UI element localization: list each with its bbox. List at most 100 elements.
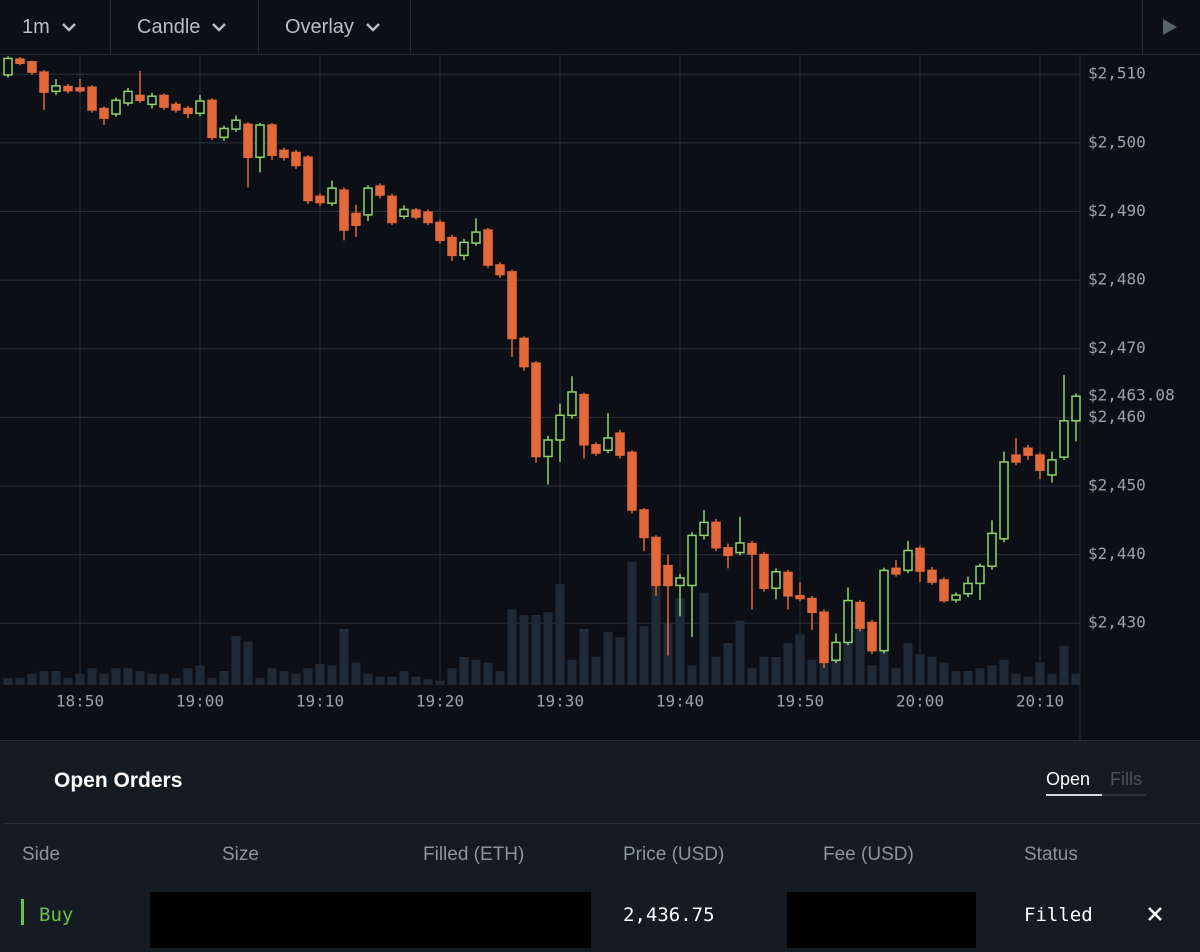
volume-bar [255,678,265,685]
candle-body [759,553,769,589]
volume-bar [711,657,721,685]
candle-body [315,195,325,204]
candle-body [747,542,757,555]
y-tick-label: $2,430 [1088,613,1146,632]
candle-body [51,85,61,93]
candle-body [279,149,289,159]
tab-fills[interactable]: Fills [1102,769,1146,796]
candle-body [339,189,349,231]
volume-bar [531,615,541,685]
candle-body [639,509,649,539]
volume-bar [579,629,589,685]
volume-bar [915,654,925,685]
volume-bar [927,657,937,685]
volume-bar [1071,673,1081,685]
chart: $2,430 $2,440 $2,450 $2,460 $2,470 $2,480 $2,4… [0,55,1200,740]
candle-body [435,221,445,242]
volume-bar [891,668,901,685]
volume-bar [243,641,253,685]
volume-bar [111,668,121,685]
overlay-dropdown[interactable]: Overlay [258,0,411,54]
volume-bar [471,659,481,685]
volume-bar [1011,673,1021,685]
panel-title: Open Orders [54,769,183,792]
candle-body [843,599,853,644]
candle-body [99,107,109,119]
order-price: 2,436.75 [623,904,715,926]
volume-bar [483,662,493,685]
candle-body [147,95,157,106]
candle-body [231,119,241,130]
play-button[interactable] [1142,0,1200,54]
candle-body [171,103,181,111]
volume-bar [411,676,421,685]
volume-bar [951,671,961,685]
candle-body [1071,395,1081,422]
volume-bar [747,668,757,685]
candle-body [423,211,433,224]
volume-bar [519,615,529,685]
candle-body [411,209,421,218]
candle-body [855,601,865,629]
volume-bar [15,678,25,685]
volume-bar [51,671,61,685]
volume-bar [735,620,745,685]
volume-bar [75,673,85,685]
candle-body [63,85,73,92]
candle-body [615,432,625,456]
volume-bar [27,673,37,685]
candle-body [399,208,409,218]
column-header: Price (USD) [623,844,725,865]
volume-bar [447,668,457,685]
last-price-bg [1084,384,1200,409]
candle-body [555,414,565,441]
volume-bar [327,665,337,685]
y-tick-label: $2,470 [1088,338,1146,357]
column-header: Size [222,844,259,865]
chevron [61,23,76,32]
volume-bar [831,648,841,685]
candle-body [939,579,949,602]
candle-body [243,123,253,159]
y-tick-label: $2,480 [1088,270,1146,289]
candle-body [387,195,397,224]
candle-body [495,264,505,276]
column-header: Fee (USD) [823,844,914,865]
x-tick-label: 20:10 [1016,692,1064,711]
label: Candle [137,15,201,38]
candle-body [567,391,577,417]
volume-bar [963,671,973,685]
toolbar: 1m Candle Overlay [0,0,1200,55]
candle-body [363,187,373,216]
volume-bar [507,609,517,685]
candle-body [807,597,817,614]
candle-body [303,156,313,202]
candle-body [207,99,217,139]
cancel-icon[interactable] [1147,906,1163,922]
chart-type-dropdown[interactable]: Candle [110,0,259,54]
tab-open[interactable]: Open [1046,769,1102,796]
column-header: Filled (ETH) [423,844,525,865]
volume-bar [843,634,853,685]
candle-body [795,595,805,600]
x-tick-label: 19:40 [656,692,704,711]
interval-dropdown[interactable]: 1m [0,0,111,54]
candle-body [1035,454,1045,471]
candle-body [543,439,553,458]
candle-body [903,549,913,572]
label: 1m [22,15,50,38]
volume-bar [627,561,637,685]
candle-body [159,94,169,108]
x-tick-label: 19:20 [416,692,464,711]
x-tick-label: 19:30 [536,692,584,711]
volume-bar [159,673,169,685]
volume-bar [87,668,97,685]
candle-body [327,187,337,204]
candle-body [267,124,277,156]
candle-body [603,437,613,452]
candle-body [219,127,229,139]
volume-bar [291,673,301,685]
volume-bar [399,671,409,685]
x-tick-label: 20:00 [896,692,944,711]
volume-bar [123,668,133,685]
